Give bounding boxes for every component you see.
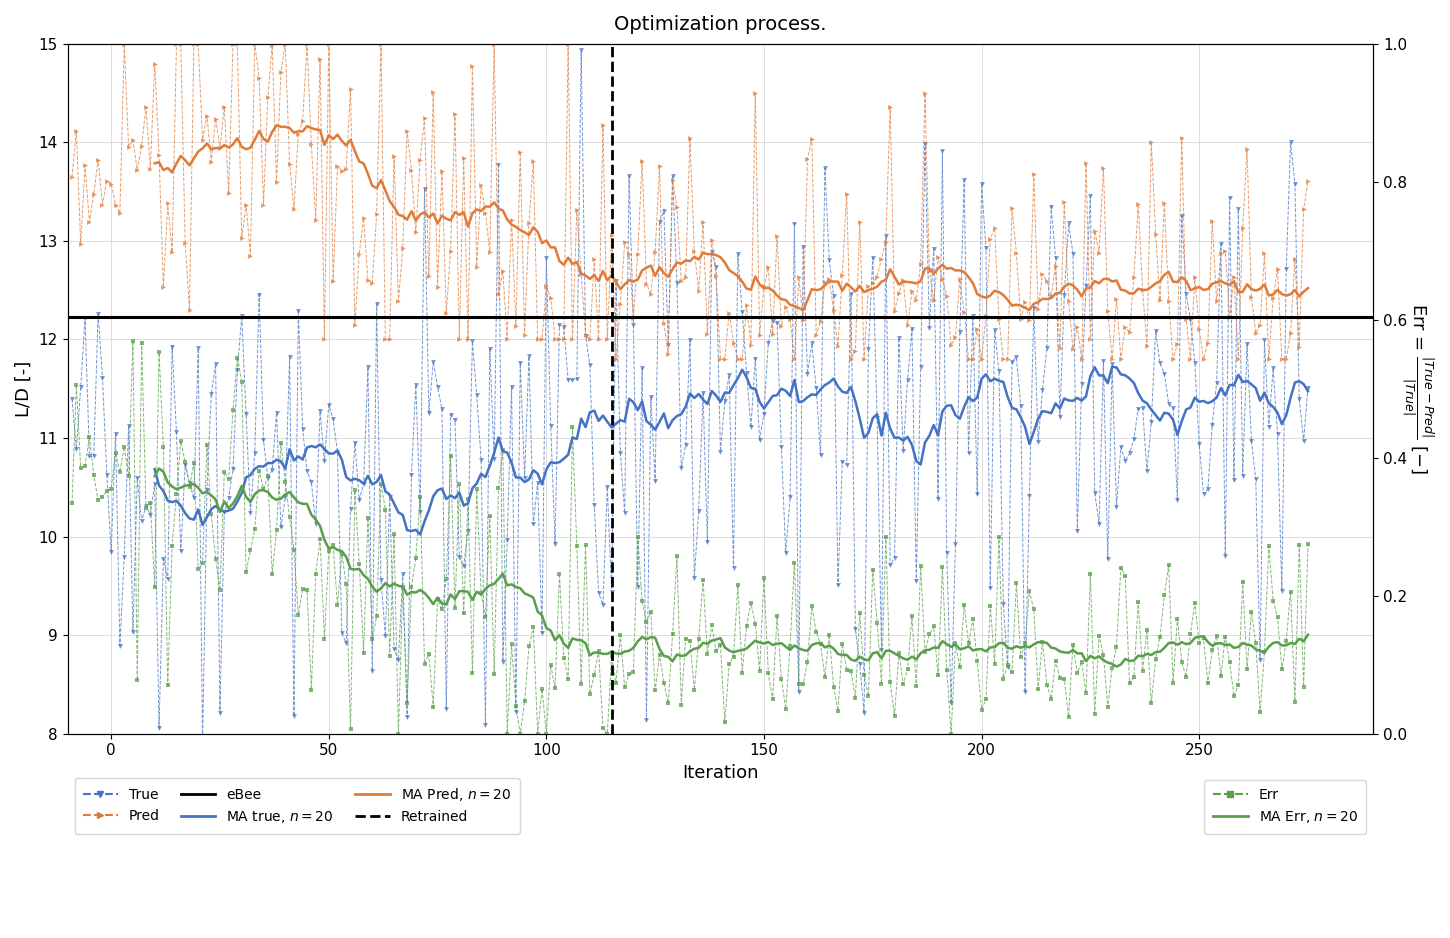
Y-axis label: L/D [-]: L/D [-] (14, 360, 33, 416)
Y-axis label: Err = $\frac{|True - Pred|}{|True|}$ $[-]$: Err = $\frac{|True - Pred|}{|True|}$ $[-… (1401, 303, 1436, 475)
X-axis label: Iteration: Iteration (682, 764, 758, 782)
Legend: Err, MA Err, $n = 20$: Err, MA Err, $n = 20$ (1205, 779, 1366, 834)
Title: Optimization process.: Optimization process. (615, 15, 826, 34)
